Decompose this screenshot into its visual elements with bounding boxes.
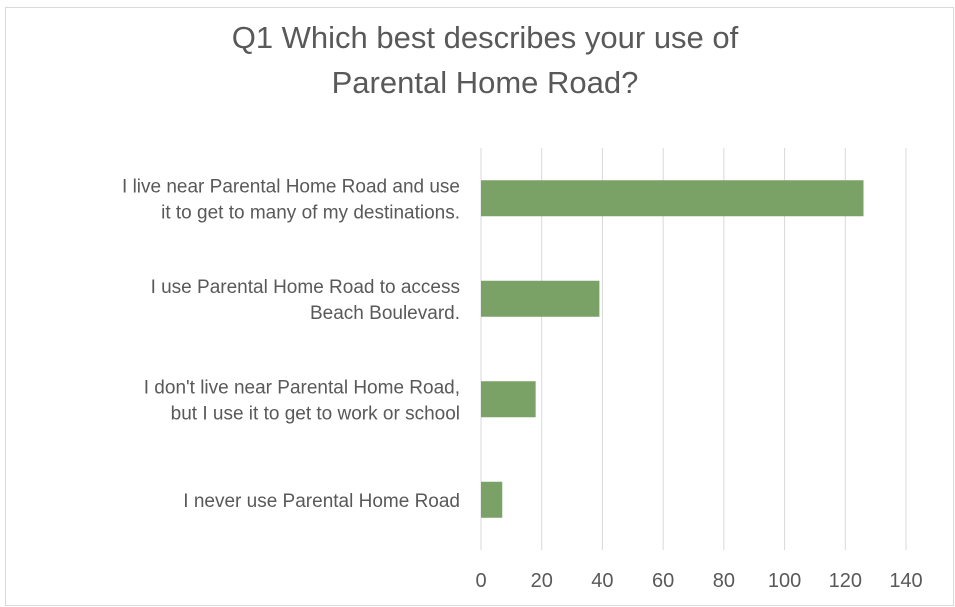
chart-frame	[5, 7, 954, 606]
y-tick-label: I never use Parental Home Road	[183, 491, 460, 512]
x-tick-label: 40	[591, 570, 613, 592]
bar	[481, 180, 864, 217]
x-tick-label: 80	[713, 570, 735, 592]
chart-title: Q1 Which best describes your use of Paren…	[232, 20, 739, 100]
x-tick-label: 120	[829, 570, 862, 592]
y-tick-label: I live near Parental Home Road and use it…	[122, 176, 460, 223]
x-tick-label: 0	[475, 570, 486, 592]
x-tick-label: 20	[531, 570, 553, 592]
x-tick-label: 140	[889, 570, 922, 592]
x-tick-label: 100	[768, 570, 801, 592]
y-tick-label: I don't live near Parental Home Road, but…	[144, 377, 460, 424]
bar	[481, 481, 503, 518]
bar	[481, 280, 600, 317]
bar	[481, 381, 536, 418]
x-tick-label: 60	[652, 570, 674, 592]
y-tick-label: I use Parental Home Road to access Beach …	[151, 277, 460, 324]
